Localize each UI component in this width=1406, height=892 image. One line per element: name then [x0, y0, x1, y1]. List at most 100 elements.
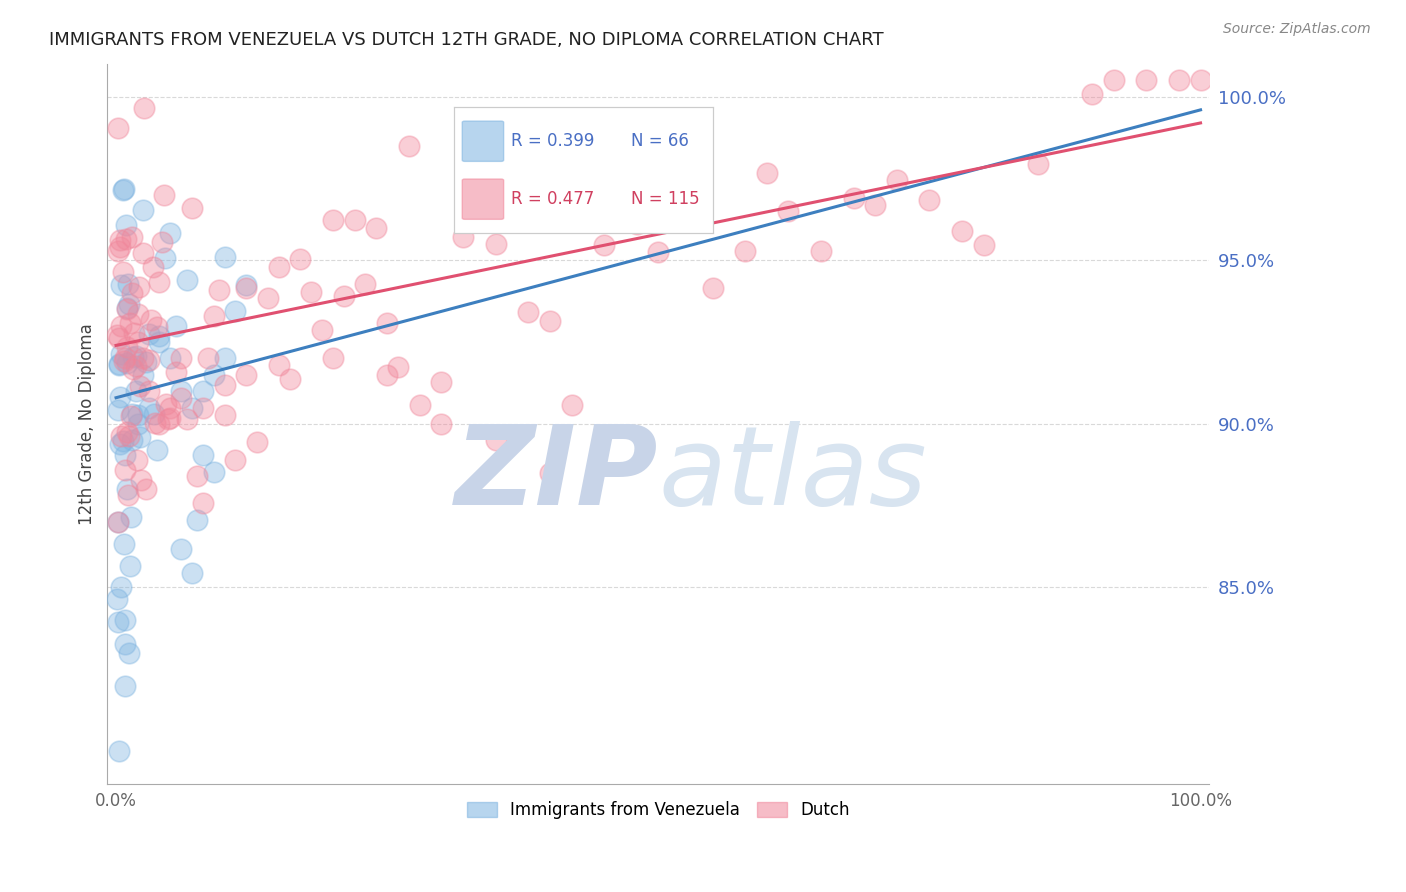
Point [115, 302, 138, 317]
Point [112, 353, 135, 368]
Point [647, 244, 669, 259]
Point [146, 442, 169, 457]
Point [114, 637, 136, 651]
Point [110, 390, 132, 404]
Point [235, 281, 257, 295]
Point [593, 238, 616, 252]
Point [290, 252, 312, 266]
Point [107, 615, 129, 629]
Point [110, 581, 132, 595]
Point [118, 297, 141, 311]
Point [561, 398, 583, 412]
Point [121, 434, 143, 448]
Point [118, 429, 141, 443]
Point [214, 408, 236, 422]
Point [132, 368, 155, 382]
Point [1026, 156, 1049, 170]
Point [148, 417, 170, 431]
Point [129, 379, 152, 393]
Point [1167, 73, 1189, 87]
Point [105, 327, 128, 342]
Point [107, 515, 129, 529]
Point [973, 238, 995, 252]
Point [148, 335, 170, 350]
Point [153, 252, 176, 266]
Point [108, 357, 131, 371]
Point [778, 204, 800, 219]
Point [159, 226, 181, 240]
Point [755, 166, 778, 180]
Point [138, 401, 160, 415]
Point [170, 391, 193, 405]
Point [159, 401, 181, 415]
Point [517, 305, 540, 319]
Text: ZIP: ZIP [454, 421, 658, 528]
Point [246, 435, 269, 450]
Point [135, 355, 157, 369]
Point [918, 194, 941, 208]
Point [143, 407, 166, 421]
Point [214, 250, 236, 264]
Point [734, 244, 756, 258]
Point [202, 309, 225, 323]
Point [111, 265, 134, 279]
Point [1081, 87, 1104, 102]
Point [197, 351, 219, 365]
Point [375, 316, 398, 330]
Point [485, 236, 508, 251]
Point [375, 368, 398, 382]
Point [626, 217, 648, 231]
Point [176, 412, 198, 426]
Point [155, 397, 177, 411]
Point [122, 351, 145, 365]
Point [107, 244, 129, 258]
Point [114, 232, 136, 246]
Point [110, 277, 132, 292]
Point [186, 513, 208, 527]
Point [120, 558, 142, 573]
Point [115, 425, 138, 439]
Point [886, 173, 908, 187]
Point [430, 376, 453, 390]
Point [186, 469, 208, 483]
Point [110, 239, 132, 253]
Point [124, 359, 146, 374]
Point [139, 312, 162, 326]
Point [115, 356, 138, 370]
Point [127, 335, 149, 350]
Point [322, 351, 344, 366]
Point [224, 303, 246, 318]
Point [111, 434, 134, 448]
Point [702, 281, 724, 295]
Point [105, 592, 128, 607]
Point [124, 349, 146, 363]
Point [114, 679, 136, 693]
Point [138, 352, 160, 367]
Point [132, 246, 155, 260]
Point [128, 279, 150, 293]
Point [129, 430, 152, 444]
Point [202, 465, 225, 479]
Point [110, 437, 132, 451]
Point [138, 326, 160, 341]
Point [451, 229, 474, 244]
Point [278, 372, 301, 386]
Point [134, 101, 156, 115]
Point [322, 213, 344, 227]
Point [191, 496, 214, 510]
Point [127, 307, 149, 321]
Point [121, 230, 143, 244]
Point [121, 408, 143, 422]
Point [170, 351, 193, 365]
Point [165, 318, 187, 333]
Point [129, 474, 152, 488]
Point [118, 646, 141, 660]
Point [107, 402, 129, 417]
Point [157, 412, 180, 426]
Point [343, 212, 366, 227]
Point [208, 283, 231, 297]
Point [669, 169, 692, 184]
Point [150, 235, 173, 249]
Point [110, 233, 132, 247]
Point [110, 347, 132, 361]
